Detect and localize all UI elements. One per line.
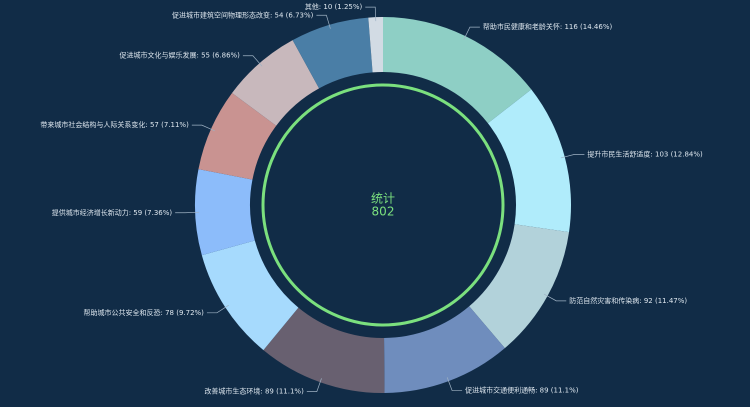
donut-segment [201, 240, 299, 351]
donut-segment [384, 306, 505, 393]
leader-line [543, 293, 567, 302]
donut-segment [487, 89, 571, 233]
slice-label: 促进城市文化与娱乐发展: 55 (6.86%) [119, 51, 240, 60]
leader-line [560, 154, 585, 159]
slice-label: 帮助市民健康和老龄关怀: 116 (14.46%) [483, 22, 613, 31]
slice-label: 提供城市经济增长新动力: 59 (7.36%) [52, 208, 173, 217]
slice-label: 提升市民生活舒适度: 103 (12.84%) [587, 149, 703, 158]
leader-line [206, 304, 229, 314]
leader-line [191, 124, 215, 132]
donut-segment [368, 17, 383, 73]
donut-segment [198, 92, 277, 180]
slice-label: 其他: 10 (1.25%) [305, 2, 363, 11]
slice-label: 帮助城市公共安全和反恐: 78 (9.72%) [84, 308, 205, 317]
leader-line [175, 211, 200, 214]
center-label: 统计 [371, 192, 395, 206]
donut-segment [194, 169, 255, 256]
leader-line [316, 14, 331, 29]
slice-label: 防范自然灾害和传染病: 92 (11.47%) [569, 296, 687, 305]
slice-label: 带来城市社会结构与人际关系变化: 57 (7.11%) [40, 120, 189, 129]
leader-line [463, 26, 480, 40]
slice-label: 促进城市建筑空间物理形态改变: 54 (6.73%) [172, 10, 314, 19]
slice-label: 改善城市生态环境: 89 (11.1%) [204, 387, 304, 396]
donut-segment [292, 17, 373, 89]
donut-segment [383, 17, 532, 124]
donut-segment [469, 224, 570, 349]
center-total: 802 [372, 205, 395, 219]
leader-line [242, 55, 263, 67]
slice-label: 促进城市交通便利通畅: 89 (11.1%) [465, 386, 579, 395]
leader-line [306, 378, 322, 392]
leader-line [446, 377, 463, 391]
leader-line [365, 6, 377, 22]
center-ring [261, 83, 505, 327]
donut-segment [263, 307, 385, 393]
donut-segment [232, 40, 320, 126]
